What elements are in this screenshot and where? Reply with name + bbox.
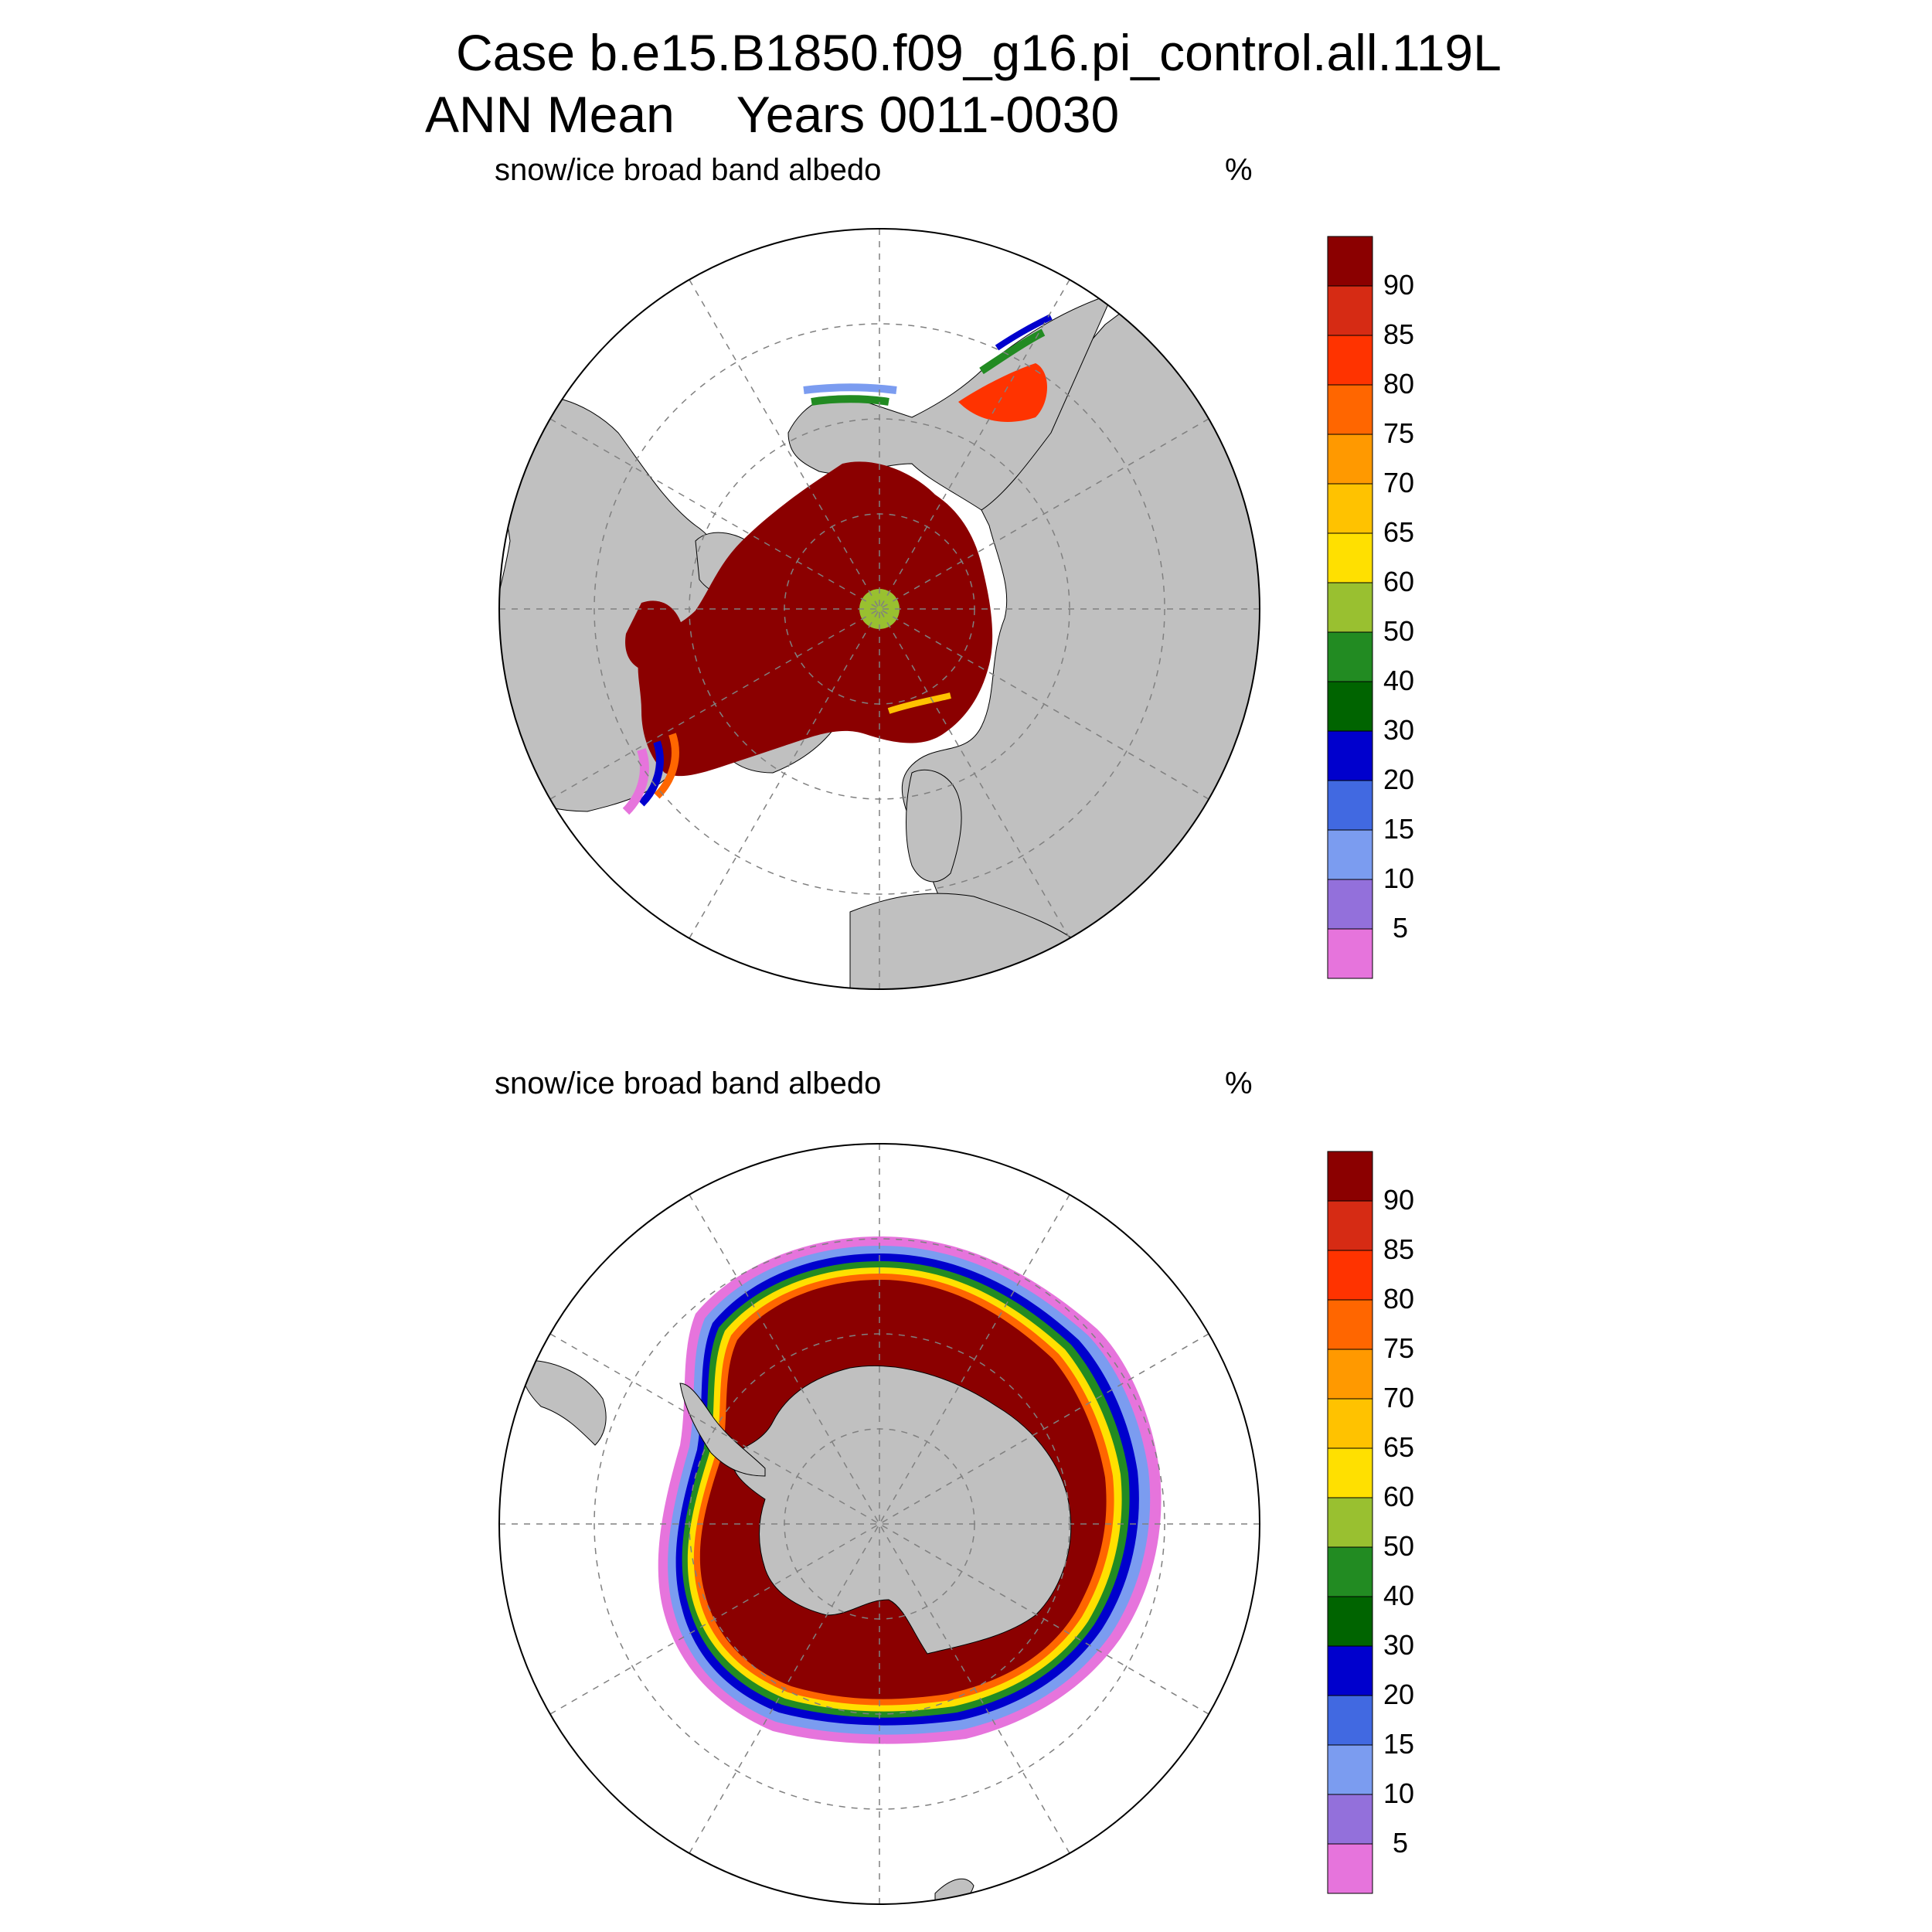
north-colorbar-label: 10 [1383,862,1415,894]
north-colorbar-swatch [1327,532,1373,583]
south-colorbar-swatch [1327,1200,1373,1251]
south-colorbar-label: 75 [1383,1332,1415,1364]
north-colorbar-label: 90 [1383,269,1415,301]
south-colorbar-label: 90 [1383,1184,1415,1216]
north-colorbar-label: 70 [1383,467,1415,498]
south-land-south-america [522,1359,607,1446]
north-seaice-labrador-edge-pink [622,748,649,815]
south-colorbar-label: 20 [1383,1679,1415,1710]
north-colorbar-swatch [1327,236,1373,287]
south-colorbar-label: 60 [1383,1481,1415,1512]
south-colorbar-swatch [1327,1645,1373,1696]
north-colorbar-swatch [1327,730,1373,781]
north-land-alaska [499,401,511,526]
south-colorbar [1327,1151,1373,1894]
south-colorbar-swatch [1327,1596,1373,1647]
south-colorbar-swatch [1327,1299,1373,1350]
south-colorbar-label: 30 [1383,1629,1415,1661]
south-polar-map [498,1143,1260,1905]
north-polar-map [498,228,1260,990]
south-colorbar-label: 65 [1383,1431,1415,1463]
north-seaice-labrador-edge [654,733,679,799]
north-colorbar-swatch [1327,384,1373,435]
north-map-border [498,228,1260,990]
south-colorbar-swatch [1327,1744,1373,1795]
south-colorbar-swatch [1327,1349,1373,1400]
south-colorbar-label: 50 [1383,1530,1415,1562]
north-seaice-pole-hole [859,589,900,629]
south-colorbar-swatch [1327,1250,1373,1301]
north-colorbar-label: 60 [1383,566,1415,597]
north-land-scandinavia [906,769,962,883]
south-colorbar-swatch [1327,1151,1373,1202]
north-colorbar-swatch [1327,335,1373,386]
north-colorbar-swatch [1327,829,1373,880]
north-seaice-bering-edge [803,383,897,394]
south-colorbar-swatch [1327,1497,1373,1548]
north-seaice-greenland-sea-edge [887,692,951,714]
south-variable-label: snow/ice broad band albedo [495,1066,882,1100]
south-colorbar-swatch [1327,1447,1373,1498]
north-colorbar-label: 80 [1383,368,1415,400]
north-variable-label: snow/ice broad band albedo [495,153,882,187]
season-title: ANN Mean Years 0011-0030 [425,85,1119,144]
north-colorbar-swatch [1327,434,1373,485]
south-colorbar-label: 80 [1383,1283,1415,1315]
north-colorbar-label: 85 [1383,318,1415,350]
north-seaice-hudson-bay [625,600,685,672]
north-seaice-bering [811,395,889,406]
north-graticule [499,229,1260,989]
south-colorbar-swatch [1327,1398,1373,1449]
south-colorbar-swatch [1327,1695,1373,1746]
north-colorbar-label: 20 [1383,764,1415,795]
north-colorbar-swatch [1327,582,1373,633]
north-colorbar-label: 65 [1383,516,1415,548]
south-colorbar-label: 5 [1393,1827,1409,1859]
north-colorbar [1327,236,1373,979]
north-colorbar-swatch [1327,928,1373,979]
south-colorbar-swatch [1327,1794,1373,1845]
north-colorbar-label: 5 [1393,912,1409,944]
south-land-antarctic-peninsula [679,1383,766,1477]
years-label: Years 0011-0030 [736,86,1120,143]
south-colorbar-label: 15 [1383,1728,1415,1760]
north-colorbar-label: 30 [1383,714,1415,746]
north-seaice-okhotsk-edge [979,328,1046,375]
south-map-border [498,1143,1260,1905]
south-colorbar-swatch [1327,1546,1373,1597]
north-seaice-labrador-edge-blue [638,740,664,807]
north-colorbar-label: 75 [1383,417,1415,449]
case-title: Case b.e15.B1850.f09_g16.pi_control.all.… [456,24,1502,81]
south-graticule [499,1144,1260,1904]
south-colorbar-swatch [1327,1843,1373,1894]
north-colorbar-swatch [1327,780,1373,831]
north-colorbar-label: 15 [1383,813,1415,845]
north-colorbar-swatch [1327,631,1373,682]
south-colorbar-label: 10 [1383,1777,1415,1809]
south-colorbar-label: 70 [1383,1382,1415,1413]
season-label: ANN Mean [425,86,675,143]
south-colorbar-label: 85 [1383,1233,1415,1265]
north-seaice-okhotsk [958,363,1047,422]
north-units-label: % [1225,153,1253,187]
north-colorbar-label: 40 [1383,665,1415,696]
south-colorbar-label: 40 [1383,1580,1415,1611]
north-colorbar-swatch [1327,285,1373,336]
north-colorbar-swatch [1327,483,1373,534]
north-colorbar-label: 50 [1383,615,1415,647]
north-colorbar-swatch [1327,879,1373,930]
north-seaice-okhotsk-edge-blue [995,314,1053,351]
north-colorbar-swatch [1327,681,1373,732]
south-units-label: % [1225,1066,1253,1100]
